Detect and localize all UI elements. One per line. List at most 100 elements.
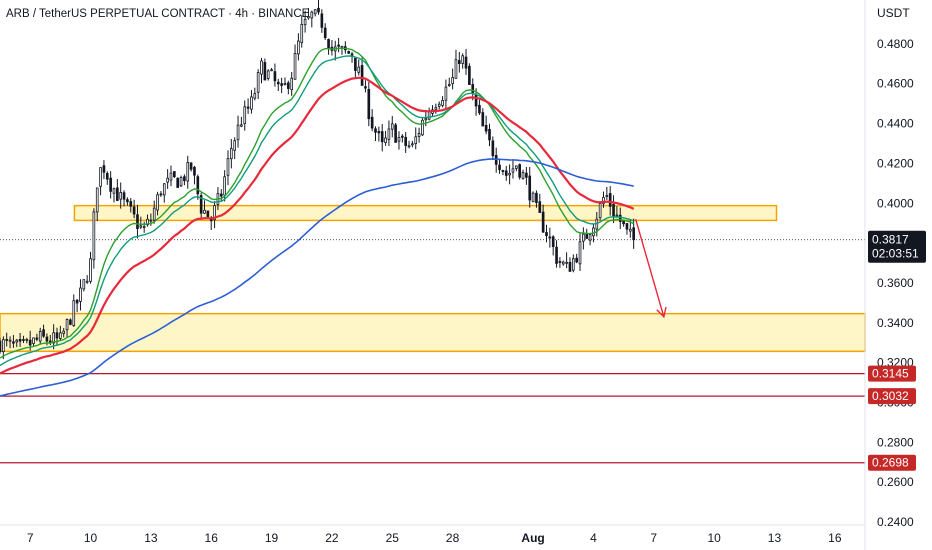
x-tick-14: 16 — [828, 531, 842, 545]
candle-94 — [310, 10, 314, 28]
candle-body — [320, 13, 324, 28]
level-tag-3: 0.2698 — [868, 454, 916, 471]
candle-177 — [588, 234, 592, 246]
candle-121 — [401, 134, 404, 143]
candle-169 — [561, 260, 565, 266]
candle-34 — [109, 171, 112, 199]
candle-36 — [116, 179, 119, 201]
candle-body — [457, 60, 461, 64]
moving-averages-layer — [0, 47, 635, 397]
candle-172 — [571, 254, 575, 273]
candle-110 — [364, 80, 367, 93]
candle-161 — [535, 190, 538, 208]
candle-body — [545, 232, 548, 237]
candle-body — [52, 332, 55, 344]
y-tick-8: 0.3400 — [877, 316, 914, 330]
candle-body — [132, 206, 136, 215]
candle-151 — [501, 169, 505, 176]
candle-body — [588, 234, 592, 241]
x-tick-4: 16 — [205, 531, 219, 545]
candle-145 — [481, 108, 485, 127]
candle-body — [347, 50, 351, 54]
candle-body — [390, 123, 394, 130]
candle-53 — [173, 171, 176, 179]
candle-body — [8, 339, 12, 342]
candle-47 — [152, 200, 156, 224]
candle-168 — [558, 257, 562, 268]
candle-body — [514, 165, 518, 169]
candle-92 — [303, 10, 307, 33]
candle-body — [535, 192, 538, 203]
candle-138 — [457, 51, 461, 73]
y-tick-5: 0.4000 — [877, 196, 914, 210]
candle-body — [561, 261, 565, 265]
candle-155 — [514, 165, 518, 172]
candle-body — [35, 337, 39, 340]
y-tick-4: 0.4200 — [877, 156, 914, 170]
candle-189 — [628, 219, 632, 238]
level-tag-2: 0.3032 — [868, 388, 916, 405]
candle-body — [478, 104, 481, 114]
candle-body — [142, 226, 146, 228]
time-axis[interactable]: 7 10 13 16 19 22 25 28 Aug 4 7 10 13 16 — [27, 531, 842, 545]
candle-body — [387, 128, 391, 140]
x-tick-3: 13 — [144, 531, 158, 545]
candle-body — [230, 148, 233, 160]
candle-body — [25, 338, 29, 341]
candle-body — [149, 219, 153, 222]
candle-163 — [541, 204, 545, 233]
candle-body — [471, 84, 475, 94]
candle-14 — [42, 324, 45, 338]
candle-body — [260, 60, 263, 75]
candle-171 — [568, 257, 572, 272]
candle-136 — [451, 68, 454, 90]
candle-body — [62, 330, 66, 334]
current-price-countdown: 02:03:51 — [872, 247, 919, 261]
candle-body — [548, 236, 552, 239]
candle-body — [417, 133, 421, 137]
candle-body — [357, 66, 361, 73]
candle-40 — [129, 197, 133, 213]
candle-body — [179, 177, 183, 187]
candle-body — [628, 228, 632, 232]
candle-48 — [156, 191, 159, 216]
candle-20 — [62, 327, 66, 338]
candle-body — [511, 168, 515, 173]
candle-body — [555, 246, 558, 264]
candle-body — [45, 336, 49, 342]
candle-body — [159, 193, 163, 196]
candle-75 — [246, 98, 250, 114]
candle-56 — [183, 174, 186, 186]
candle-body — [183, 176, 186, 182]
candle-body — [276, 81, 280, 85]
candle-body — [337, 44, 340, 47]
candle-body — [253, 93, 257, 99]
candle-body — [622, 220, 625, 225]
candle-111 — [367, 81, 371, 127]
candle-body — [32, 337, 35, 344]
candle-153 — [508, 164, 511, 185]
candle-body — [615, 214, 619, 217]
candle-body — [85, 280, 89, 283]
candle-body — [79, 287, 82, 302]
candle-body — [407, 145, 411, 148]
candle-62 — [203, 200, 206, 214]
candle-body — [578, 241, 582, 265]
candle-76 — [250, 90, 253, 114]
candle-32 — [102, 160, 106, 180]
candle-body — [122, 192, 126, 200]
ema_slow-line — [0, 76, 635, 375]
candle-body — [632, 227, 635, 241]
candle-body — [213, 205, 216, 221]
candle-body — [461, 55, 464, 64]
candle-body — [12, 341, 15, 344]
candle-125 — [414, 127, 418, 150]
candle-22 — [69, 318, 72, 326]
candle-body — [226, 158, 230, 176]
candle-91 — [300, 15, 304, 48]
candle-body — [525, 172, 528, 178]
candle-133 — [441, 96, 444, 108]
candle-173 — [575, 253, 578, 264]
x-tick-9: Aug — [521, 531, 544, 545]
